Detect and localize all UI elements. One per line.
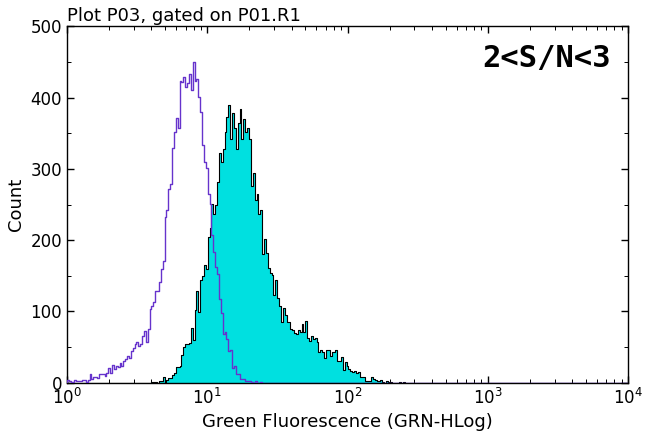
- Polygon shape: [67, 105, 628, 382]
- X-axis label: Green Fluorescence (GRN-HLog): Green Fluorescence (GRN-HLog): [202, 413, 493, 431]
- Y-axis label: Count: Count: [7, 178, 25, 231]
- Text: Plot P03, gated on P01.R1: Plot P03, gated on P01.R1: [67, 7, 301, 25]
- Text: 2<S/N<3: 2<S/N<3: [482, 44, 611, 73]
